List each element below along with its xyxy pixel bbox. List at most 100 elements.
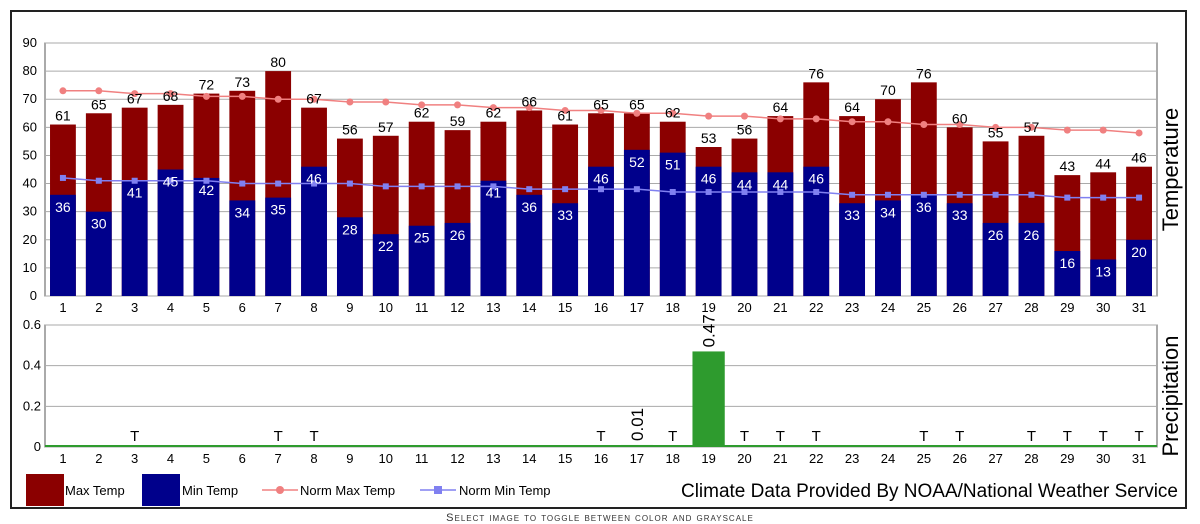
norm-max-temp-point bbox=[776, 115, 784, 123]
min-temp-value-label: 46 bbox=[306, 171, 322, 187]
temperature-x-tick-label: 27 bbox=[988, 300, 1002, 315]
trace-marker: T bbox=[1027, 428, 1036, 445]
temperature-x-tick-label: 6 bbox=[239, 300, 246, 315]
max-temp-value-label: 62 bbox=[414, 105, 430, 121]
trace-marker: T bbox=[1134, 428, 1143, 445]
max-temp-value-label: 64 bbox=[844, 99, 860, 115]
precipitation-x-tick-label: 23 bbox=[845, 451, 859, 466]
data-credit: Climate Data Provided By NOAA/National W… bbox=[681, 481, 1178, 502]
min-temp-bar bbox=[408, 225, 435, 296]
temperature-x-tick-label: 22 bbox=[809, 300, 823, 315]
norm-min-temp-point bbox=[920, 191, 927, 198]
max-temp-value-label: 61 bbox=[55, 108, 71, 124]
max-temp-value-label: 65 bbox=[593, 96, 609, 112]
min-temp-bar bbox=[659, 152, 686, 296]
trace-marker: T bbox=[919, 428, 928, 445]
precipitation-x-tick-label: 26 bbox=[952, 451, 966, 466]
norm-max-temp-point bbox=[884, 118, 892, 126]
max-temp-value-label: 62 bbox=[486, 105, 502, 121]
max-temp-value-label: 67 bbox=[127, 91, 143, 107]
trace-marker: T bbox=[668, 428, 677, 445]
max-temp-value-label: 57 bbox=[1024, 119, 1040, 135]
precipitation-x-tick-label: 2 bbox=[95, 451, 102, 466]
min-temp-bar bbox=[875, 200, 901, 296]
max-temp-value-label: 57 bbox=[378, 119, 394, 135]
legend-norm-max-temp-marker bbox=[276, 486, 284, 494]
precipitation-x-tick-label: 17 bbox=[630, 451, 644, 466]
norm-max-temp-point bbox=[454, 101, 462, 109]
norm-min-temp-point bbox=[311, 180, 318, 187]
min-temp-value-label: 45 bbox=[163, 174, 179, 190]
temperature-x-tick-label: 3 bbox=[131, 300, 138, 315]
min-temp-value-label: 26 bbox=[988, 227, 1004, 243]
temperature-x-tick-label: 23 bbox=[845, 300, 859, 315]
precipitation-x-tick-label: 29 bbox=[1060, 451, 1074, 466]
norm-min-temp-point bbox=[562, 186, 569, 193]
legend-max-temp-swatch bbox=[26, 474, 64, 506]
temperature-x-tick-label: 17 bbox=[630, 300, 644, 315]
max-temp-value-label: 76 bbox=[916, 65, 932, 81]
min-temp-value-label: 46 bbox=[701, 171, 717, 187]
precipitation-x-tick-label: 9 bbox=[346, 451, 353, 466]
max-temp-value-label: 80 bbox=[270, 54, 286, 70]
max-temp-value-label: 64 bbox=[773, 99, 789, 115]
norm-max-temp-point bbox=[597, 106, 605, 114]
min-temp-bar bbox=[229, 200, 256, 296]
min-temp-bar bbox=[1126, 239, 1152, 296]
min-temp-bar bbox=[157, 169, 184, 296]
norm-min-temp-point bbox=[131, 177, 138, 184]
min-temp-value-label: 13 bbox=[1095, 263, 1111, 279]
precipitation-bar bbox=[620, 444, 654, 447]
precipitation-x-tick-label: 3 bbox=[131, 451, 138, 466]
norm-min-temp-point bbox=[598, 186, 604, 193]
precipitation-x-tick-label: 12 bbox=[450, 451, 464, 466]
norm-max-temp-point bbox=[346, 98, 354, 106]
precipitation-x-tick-label: 16 bbox=[594, 451, 608, 466]
norm-min-temp-point bbox=[705, 188, 712, 195]
precipitation-x-tick-label: 18 bbox=[666, 451, 680, 466]
precipitation-axis-title: Precipitation bbox=[1158, 335, 1183, 456]
temperature-x-tick-label: 15 bbox=[558, 300, 572, 315]
precipitation-value-label: 0.01 bbox=[628, 408, 647, 441]
norm-max-temp-point bbox=[992, 123, 1000, 131]
min-temp-bar bbox=[193, 177, 220, 296]
norm-max-temp-point bbox=[59, 87, 67, 95]
max-temp-value-label: 43 bbox=[1060, 158, 1076, 174]
min-temp-value-label: 16 bbox=[1060, 255, 1076, 271]
temperature-x-tick-label: 9 bbox=[346, 300, 353, 315]
min-temp-bar bbox=[910, 194, 937, 296]
precipitation-x-tick-label: 22 bbox=[809, 451, 823, 466]
min-temp-value-label: 33 bbox=[952, 207, 968, 223]
norm-max-temp-point bbox=[740, 112, 748, 120]
min-temp-value-label: 22 bbox=[378, 238, 394, 254]
min-temp-value-label: 44 bbox=[773, 176, 789, 192]
temperature-tick-label: 30 bbox=[23, 204, 37, 219]
min-temp-bar bbox=[372, 234, 399, 296]
max-temp-value-label: 59 bbox=[450, 113, 466, 129]
norm-min-temp-point bbox=[633, 186, 640, 193]
temperature-x-tick-label: 31 bbox=[1132, 300, 1146, 315]
max-temp-value-label: 60 bbox=[952, 110, 968, 126]
trace-marker: T bbox=[309, 428, 318, 445]
min-temp-bar bbox=[946, 203, 973, 296]
precipitation-x-tick-label: 20 bbox=[737, 451, 751, 466]
norm-max-temp-point bbox=[525, 104, 533, 112]
precipitation-x-tick-label: 11 bbox=[415, 451, 429, 466]
min-temp-value-label: 36 bbox=[55, 199, 71, 215]
temperature-x-tick-label: 7 bbox=[275, 300, 282, 315]
trace-marker: T bbox=[955, 428, 964, 445]
min-temp-value-label: 51 bbox=[665, 157, 681, 173]
min-temp-bar bbox=[552, 203, 579, 296]
temperature-x-tick-label: 14 bbox=[522, 300, 536, 315]
precipitation-tick-label: 0 bbox=[34, 439, 41, 454]
norm-max-temp-point bbox=[382, 98, 390, 106]
legend-norm-min-temp-label: Norm Min Temp bbox=[459, 483, 551, 498]
legend-norm-max-temp-label: Norm Max Temp bbox=[300, 483, 395, 498]
norm-max-temp-point bbox=[274, 95, 282, 103]
min-temp-value-label: 36 bbox=[521, 199, 537, 215]
min-temp-value-label: 46 bbox=[808, 171, 824, 187]
temperature-x-tick-label: 2 bbox=[95, 300, 102, 315]
min-temp-bar bbox=[1090, 259, 1117, 296]
min-temp-value-label: 41 bbox=[127, 185, 143, 201]
temperature-x-tick-label: 19 bbox=[701, 300, 715, 315]
